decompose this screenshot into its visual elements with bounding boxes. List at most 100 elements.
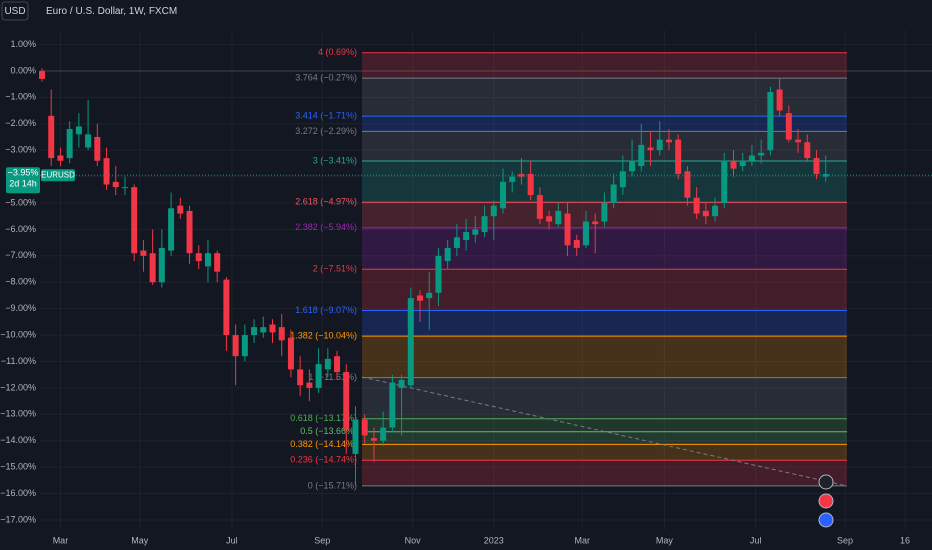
title: Euro / U.S. Dollar, 1W, FXCM xyxy=(46,6,177,17)
fib-label: 0.382 (−14.14%) xyxy=(290,439,357,449)
fib-zone xyxy=(362,52,847,79)
candle-body xyxy=(260,327,267,333)
icon-flash[interactable] xyxy=(818,474,834,490)
candle-body xyxy=(490,205,497,217)
fib-label: 2.382 (−5.94%) xyxy=(295,222,357,232)
candle-body xyxy=(94,136,101,161)
candle-body xyxy=(767,92,774,151)
candle-body xyxy=(158,247,165,283)
candle-body xyxy=(121,187,128,189)
candle-body xyxy=(795,139,802,143)
trend-line xyxy=(361,376,848,487)
candle-body xyxy=(444,247,451,262)
icon-event[interactable] xyxy=(818,493,834,509)
candle-body xyxy=(168,208,175,251)
candle-body xyxy=(721,160,728,204)
candle-body xyxy=(407,298,414,386)
candle-body xyxy=(601,203,608,222)
x-tick-label: Mar xyxy=(575,535,591,545)
candle-body xyxy=(380,427,387,441)
y-tick-label: −16.00% xyxy=(0,488,36,498)
y-tick-label: 0.00% xyxy=(10,65,36,75)
candle-body xyxy=(702,210,709,217)
candle-body xyxy=(546,216,553,222)
candle-body xyxy=(426,292,433,299)
fib-label: 4 (0.69%) xyxy=(318,47,357,57)
candle-body xyxy=(527,173,534,196)
fib-label: 3.764 (−0.27%) xyxy=(295,72,357,82)
fib-label: 2 (−7.51%) xyxy=(313,264,357,274)
y-tick-label: −14.00% xyxy=(0,435,36,445)
y-tick-label: −6.00% xyxy=(5,224,36,234)
candle-body xyxy=(223,279,230,336)
x-tick-label: Jul xyxy=(226,535,238,545)
fib-label: 3.272 (−2.29%) xyxy=(295,126,357,136)
fib-zone xyxy=(362,310,847,337)
countdown: 2d 14h xyxy=(9,179,37,189)
candle-body xyxy=(241,335,248,357)
currency[interactable]: USD xyxy=(4,6,25,17)
x-tick-label: May xyxy=(656,535,674,545)
y-tick-label: −2.00% xyxy=(5,118,36,128)
candle-body xyxy=(232,335,239,357)
x-tick-label: Sep xyxy=(837,535,853,545)
candle-body xyxy=(361,419,368,436)
candle-body xyxy=(758,152,765,156)
candle-body xyxy=(472,229,479,235)
icons[interactable] xyxy=(818,474,834,528)
candle-body xyxy=(785,113,792,140)
fib-zone xyxy=(362,78,847,117)
y-tick-label: −11.00% xyxy=(1,356,36,366)
fib-zone xyxy=(362,131,847,162)
fib-label: 3.414 (−1.71%) xyxy=(295,110,357,120)
candle-body xyxy=(204,253,211,267)
fib-zone xyxy=(362,431,847,445)
icon-flag[interactable] xyxy=(818,512,834,528)
candle-body xyxy=(481,216,488,233)
fib-label: 0.5 (−13.66%) xyxy=(300,426,357,436)
candle-body xyxy=(582,221,589,246)
y-tick-label: −3.00% xyxy=(5,145,36,155)
currency-box[interactable] xyxy=(1,1,29,21)
candle-body xyxy=(739,160,746,167)
x-tick-label: Sep xyxy=(314,535,330,545)
y-tick-label: −13.00% xyxy=(0,409,36,419)
candle-body xyxy=(712,205,719,217)
axes: 1.00%0.00%−1.00%−2.00%−3.00%−4.00%−5.00%… xyxy=(0,39,932,545)
candle-body xyxy=(684,171,691,198)
candle-body xyxy=(85,134,92,148)
candle-body xyxy=(343,372,350,431)
symbol-box xyxy=(41,169,75,182)
candle-body xyxy=(112,181,119,188)
candle-body xyxy=(509,176,516,182)
candle-body xyxy=(352,419,359,454)
y-tick-label: −17.00% xyxy=(0,514,36,524)
candle-body xyxy=(463,232,470,240)
candle-body xyxy=(693,197,700,214)
fib-label: 0.618 (−13.17%) xyxy=(290,413,357,423)
fib-label: 1 (−11.61%) xyxy=(308,372,357,382)
y-tick-label: 1.00% xyxy=(10,39,36,49)
candle-body xyxy=(822,173,829,177)
x-tick-label: May xyxy=(131,535,149,545)
candle-body xyxy=(453,237,460,248)
x-tick-label: Nov xyxy=(405,535,422,545)
candle-body xyxy=(297,369,304,386)
candle-body xyxy=(370,438,377,441)
candle-body xyxy=(518,173,525,177)
candle-body xyxy=(656,139,663,151)
candle-body xyxy=(315,364,322,388)
candle-body xyxy=(269,324,276,333)
x-tick-label: Mar xyxy=(53,535,69,545)
fib-zone xyxy=(362,269,847,311)
candle-body xyxy=(66,129,73,159)
fib-label: 3 (−3.41%) xyxy=(313,155,357,165)
candle-body xyxy=(48,115,55,159)
y-tick-label: −15.00% xyxy=(0,462,36,472)
candle-body xyxy=(177,205,184,214)
fib-label: 0.236 (−14.74%) xyxy=(290,455,357,465)
fib-label: 1.382 (−10.04%) xyxy=(290,331,357,341)
fib-zone xyxy=(362,444,847,461)
last-price-label: −3.95% xyxy=(8,168,39,178)
